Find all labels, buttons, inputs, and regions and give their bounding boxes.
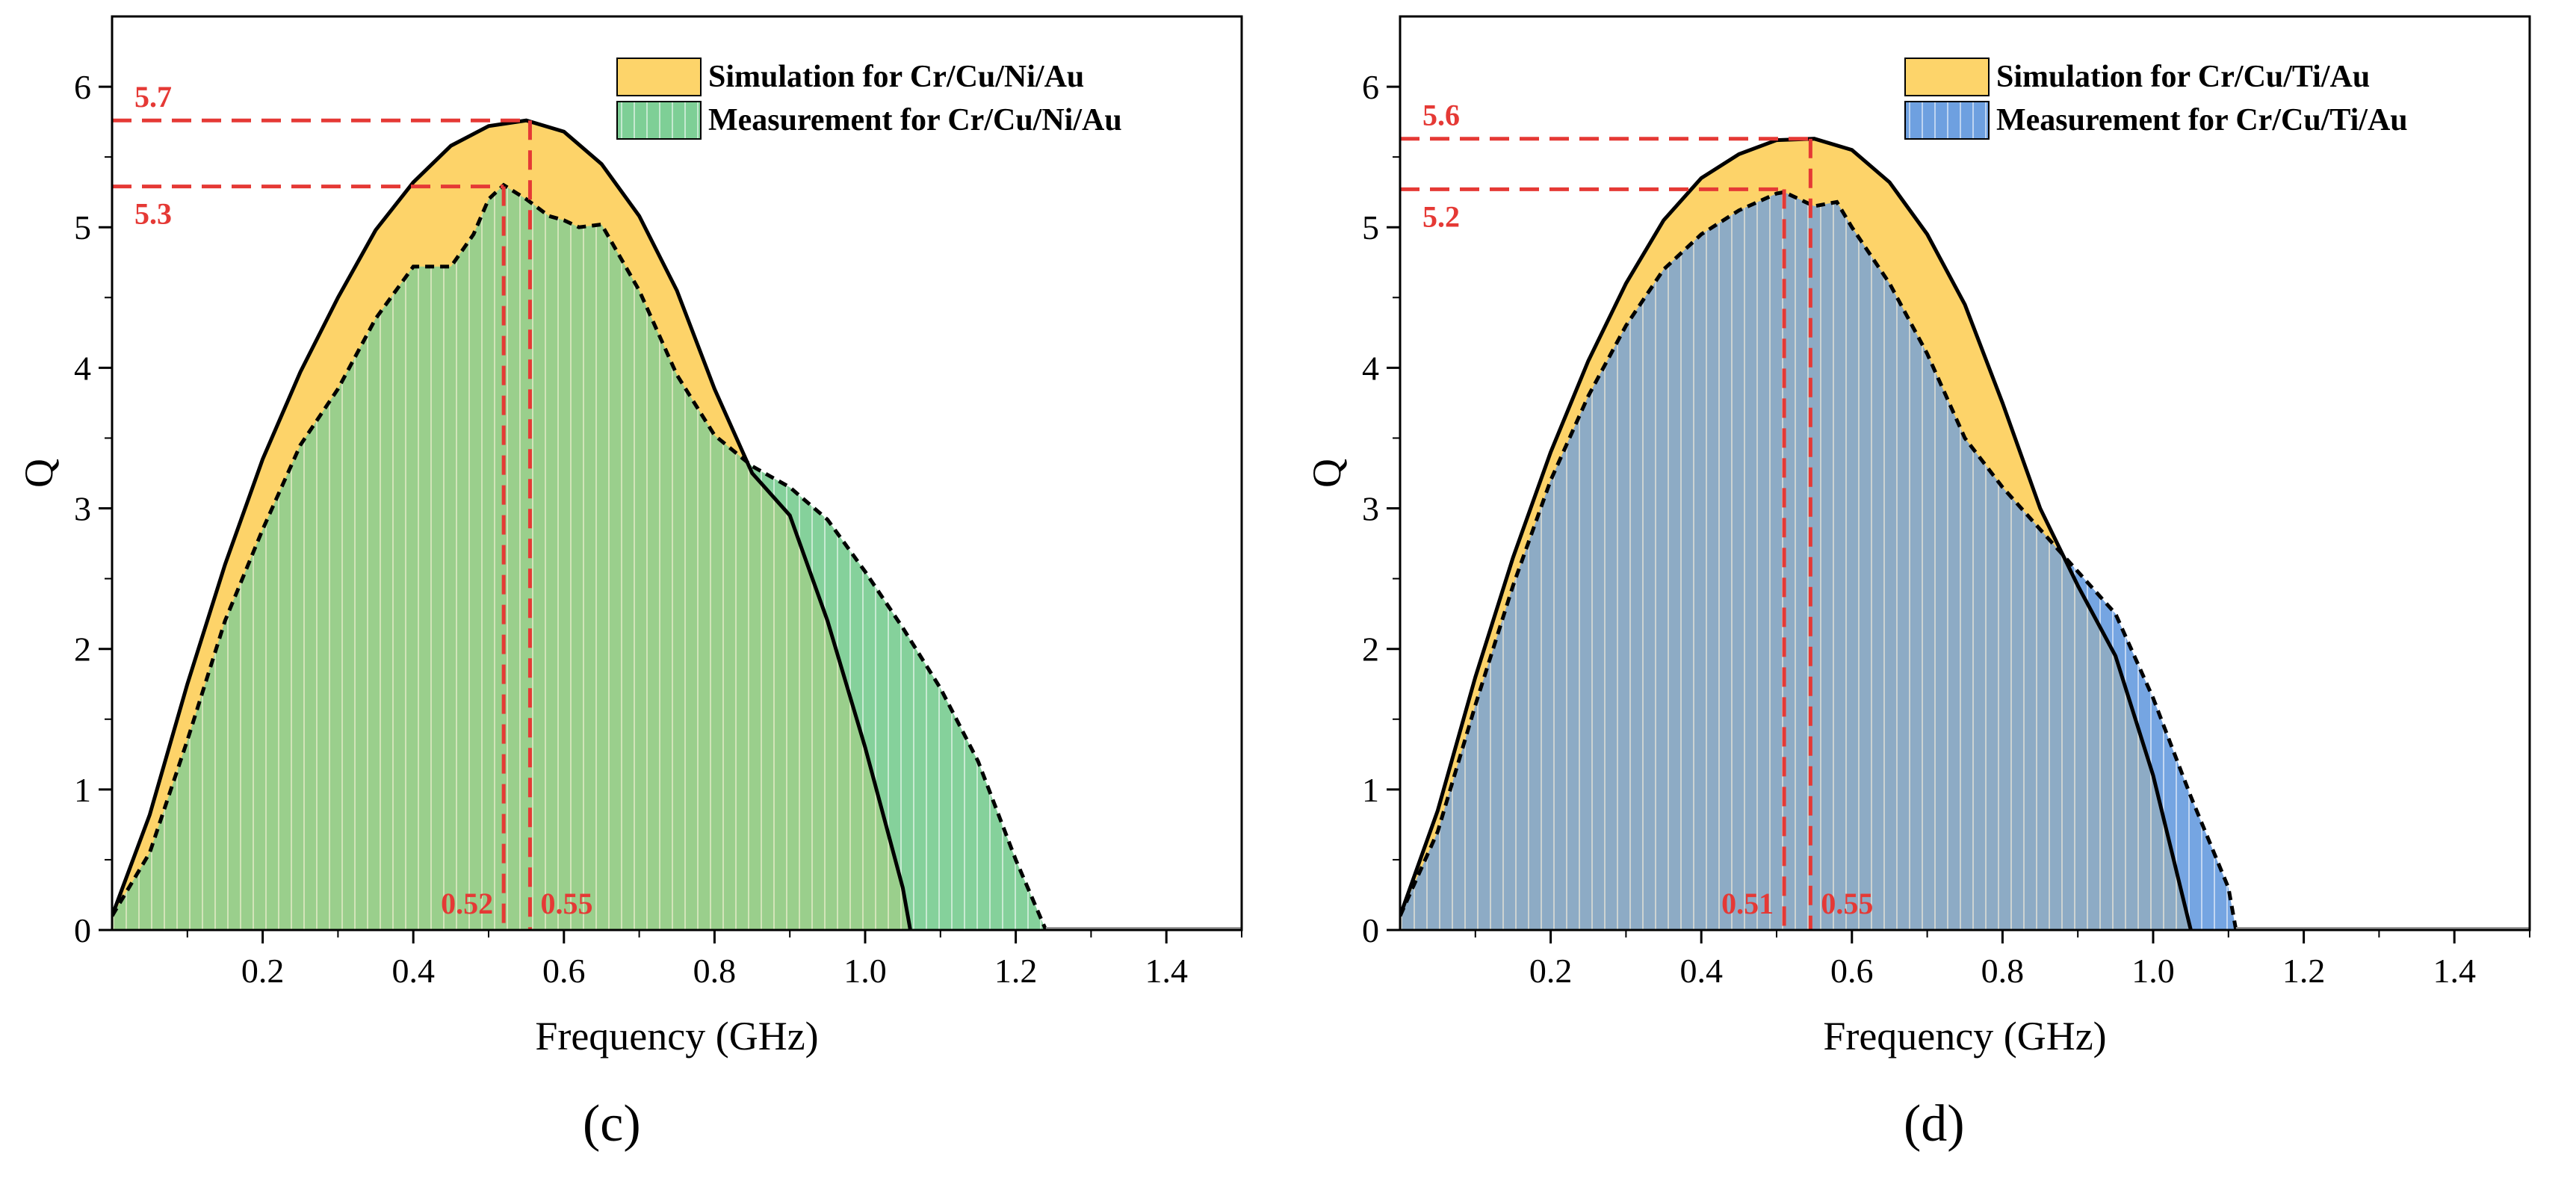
x-tick-label-d: 0.4 [1679,952,1723,990]
legend-swatch-meas-c [616,101,702,140]
x-tick-label-c: 1.0 [843,952,887,990]
legend-label-meas-d: Measurement for Cr/Cu/Ti/Au [1996,103,2408,137]
meas-line-d [1400,190,2238,930]
meas-line-c [112,182,1048,930]
sim-overlay-d [1400,138,2191,930]
plot-area-d [1400,137,2530,930]
y-tick-label-c: 5 [74,208,91,247]
legend-swatch-sim-c [616,58,702,96]
meas-area-d [1400,192,2236,930]
y-tick-label-c: 4 [74,349,91,387]
meas-area-c [112,185,1046,930]
annot-peak-meas-q-d: 5.2 [1422,199,1460,233]
plot-frame-c [111,15,1243,932]
chart-panel-c: 5.7 5.3 0.52 0.55 0.2 0.4 0.6 0.8 1.0 1.2 1.4 0 1 2 3 4… [16,15,1243,1058]
panel-label-c: (c) [583,1095,641,1153]
legend-label-sim-c: Simulation for Cr/Cu/Ni/Au [708,60,1084,94]
y-tick-label-d: 0 [1362,911,1379,949]
x-tick-label-d: 1.0 [2131,952,2175,990]
y-tick-label-d: 1 [1362,771,1379,809]
chart-panel-d: 5.6 5.2 0.51 0.55 0.2 0.4 0.6 0.8 1.0 1.2 1.4 0 1 2 3 4… [1304,15,2531,1058]
x-tick-label-c: 0.2 [241,952,285,990]
y-tick-label-d: 3 [1362,490,1379,528]
x-tick-label-c: 0.8 [693,952,737,990]
legend-swatch-meas-d [1904,101,1990,140]
y-tick-label-c: 3 [74,490,91,528]
legend-label-meas-c: Measurement for Cr/Cu/Ni/Au [708,103,1122,137]
y-tick-label-d: 6 [1362,68,1379,106]
legend-swatch-sim-d [1904,58,1990,96]
legend-label-sim-d: Simulation for Cr/Cu/Ti/Au [1996,60,2370,94]
x-tick-label-d: 1.4 [2433,952,2476,990]
y-tick-label-d: 4 [1362,349,1379,387]
annot-peak-sim-q-d: 5.6 [1422,99,1460,132]
y-tick-label-c: 6 [74,68,91,106]
y-axis-title-d: Q [1304,459,1349,488]
y-tick-label-c: 1 [74,771,91,809]
x-tick-label-c: 1.2 [994,952,1038,990]
annot-peak-meas-f-d: 0.51 [1721,887,1774,920]
annot-peak-sim-f-d: 0.55 [1821,887,1873,920]
x-tick-label-c: 0.6 [542,952,586,990]
annot-peak-meas-f-c: 0.52 [441,887,493,920]
x-tick-label-d: 0.6 [1830,952,1874,990]
panel-label-d: (d) [1904,1095,1965,1153]
annot-peak-meas-q-c: 5.3 [134,197,172,231]
plot-area-c [112,118,1242,930]
x-axis-title-d: Frequency (GHz) [1823,1014,2106,1058]
x-tick-label-d: 0.2 [1529,952,1573,990]
x-tick-label-d: 1.2 [2282,952,2326,990]
plot-frame-d [1399,15,2531,932]
y-tick-label-d: 2 [1362,630,1379,669]
y-tick-label-c: 2 [74,630,91,669]
y-tick-label-c: 0 [74,911,91,949]
sim-overlay-c [112,120,911,930]
x-tick-label-d: 0.8 [1981,952,2025,990]
sim-line-c [112,118,912,930]
y-axis-title-c: Q [16,459,61,488]
x-tick-label-c: 0.4 [391,952,435,990]
x-axis-title-c: Frequency (GHz) [535,1014,818,1058]
x-tick-label-c: 1.4 [1145,952,1188,990]
annot-peak-sim-f-c: 0.55 [540,887,592,920]
y-tick-label-d: 5 [1362,208,1379,247]
annot-peak-sim-q-c: 5.7 [134,80,172,114]
